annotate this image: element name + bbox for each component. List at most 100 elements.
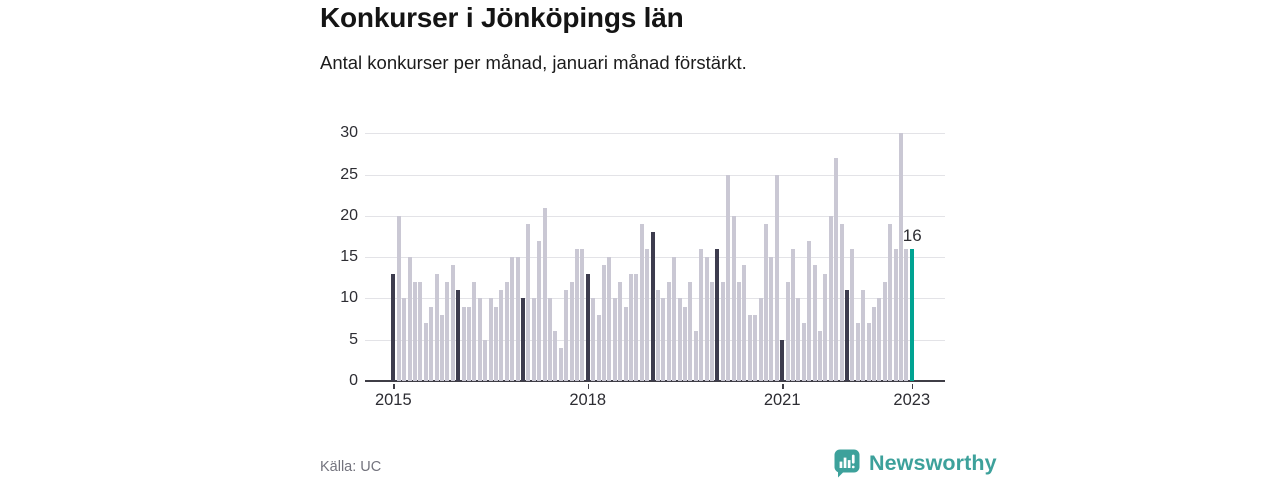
bar-2017-12 [580, 248, 585, 381]
bar-2018-01 [585, 273, 590, 381]
bar-2016-04 [472, 281, 477, 381]
bar-2016-05 [477, 298, 482, 381]
bar-2021-10 [828, 215, 833, 381]
bar-2017-05 [542, 207, 547, 381]
bar-2019-06 [677, 298, 682, 381]
plot-area: 16 [365, 130, 945, 382]
bar-2019-05 [672, 257, 677, 381]
bar-2021-04 [796, 298, 801, 381]
bar-2019-02 [655, 290, 660, 381]
x-tick-label-2023: 2023 [893, 391, 931, 409]
bar-2017-10 [569, 281, 574, 381]
bar-2015-09 [434, 273, 439, 381]
chart-title: Konkurser i Jönköpings län [320, 2, 684, 33]
bar-2022-01 [844, 290, 849, 381]
bar-2021-09 [823, 273, 828, 381]
bar-2016-01 [456, 290, 461, 381]
x-tick-2015 [393, 384, 395, 389]
bar-2021-12 [839, 224, 844, 381]
y-tick-label-10: 10 [340, 289, 358, 307]
bar-2018-05 [607, 257, 612, 381]
bar-2021-02 [785, 281, 790, 381]
bar-2017-08 [558, 347, 563, 381]
y-tick-label-25: 25 [340, 165, 358, 183]
bar-2021-11 [834, 158, 839, 381]
bar-2019-09 [693, 331, 698, 381]
bar-2015-11 [445, 281, 450, 381]
bar-2015-07 [423, 323, 428, 381]
bar-2022-04 [861, 290, 866, 381]
bar-2017-01 [520, 298, 525, 381]
bar-2022-12 [904, 248, 909, 381]
bar-2020-04 [731, 215, 736, 381]
bar-2021-05 [801, 323, 806, 381]
bar-2017-07 [553, 331, 558, 381]
bar-2023-01 [909, 248, 914, 381]
bar-2018-06 [612, 298, 617, 381]
y-tick-label-5: 5 [349, 330, 358, 348]
bar-2016-08 [493, 306, 498, 381]
gridline-20 [365, 215, 945, 217]
bar-2015-02 [396, 215, 401, 381]
bar-2016-10 [504, 281, 509, 381]
bar-2016-12 [515, 257, 520, 381]
bar-2022-05 [866, 323, 871, 381]
bar-2015-03 [402, 298, 407, 381]
gridline-10 [365, 298, 945, 300]
bar-2018-03 [596, 314, 601, 381]
bar-2016-03 [466, 306, 471, 381]
bar-2020-05 [736, 281, 741, 381]
bar-2020-10 [763, 224, 768, 381]
newsworthy-logo-text: Newsworthy [869, 450, 997, 475]
bar-2018-07 [618, 281, 623, 381]
bar-2020-01 [715, 248, 720, 381]
bar-2018-08 [623, 306, 628, 381]
bar-2018-09 [628, 273, 633, 381]
bar-2022-03 [855, 323, 860, 381]
bar-2017-11 [574, 248, 579, 381]
gridline-30 [365, 133, 945, 135]
bar-2018-12 [645, 248, 650, 381]
bar-2022-08 [882, 281, 887, 381]
source-note: Källa: UC [320, 459, 382, 475]
bar-2017-03 [531, 298, 536, 381]
gridline-25 [365, 174, 945, 176]
bar-2015-08 [429, 306, 434, 381]
gridline-5 [365, 339, 945, 341]
bar-2022-02 [850, 248, 855, 381]
bar-2016-11 [510, 257, 515, 381]
bar-2020-03 [726, 174, 731, 381]
x-tick-2021 [782, 384, 784, 389]
bar-2018-10 [634, 273, 639, 381]
y-tick-label-15: 15 [340, 248, 358, 266]
bar-2022-09 [888, 224, 893, 381]
bar-2022-07 [877, 298, 882, 381]
y-tick-label-30: 30 [340, 124, 358, 142]
bar-2015-04 [407, 257, 412, 381]
bar-2022-06 [871, 306, 876, 381]
bar-2020-09 [758, 298, 763, 381]
x-axis: 2015 2018 2021 2023 [365, 382, 945, 418]
y-tick-label-20: 20 [340, 206, 358, 224]
bar-2020-12 [774, 174, 779, 381]
bar-2016-07 [488, 298, 493, 381]
bar-2019-04 [666, 281, 671, 381]
x-tick-label-2015: 2015 [374, 391, 412, 409]
bar-2015-01 [391, 273, 396, 381]
x-tick-label-2021: 2021 [763, 391, 801, 409]
bar-2017-04 [537, 240, 542, 381]
bar-2021-07 [812, 265, 817, 381]
chart-subtitle: Antal konkurser per månad, januari månad… [320, 52, 747, 73]
bar-2017-06 [547, 298, 552, 381]
bar-2018-02 [591, 298, 596, 381]
bar-2018-11 [639, 224, 644, 381]
bar-2020-11 [769, 257, 774, 381]
bar-2022-10 [893, 248, 898, 381]
x-tick-2023 [911, 384, 914, 389]
bar-2020-06 [742, 265, 747, 381]
bar-2021-06 [807, 240, 812, 381]
x-tick-2018 [587, 384, 590, 389]
bar-2015-12 [450, 265, 455, 381]
bar-2022-11 [898, 133, 903, 381]
